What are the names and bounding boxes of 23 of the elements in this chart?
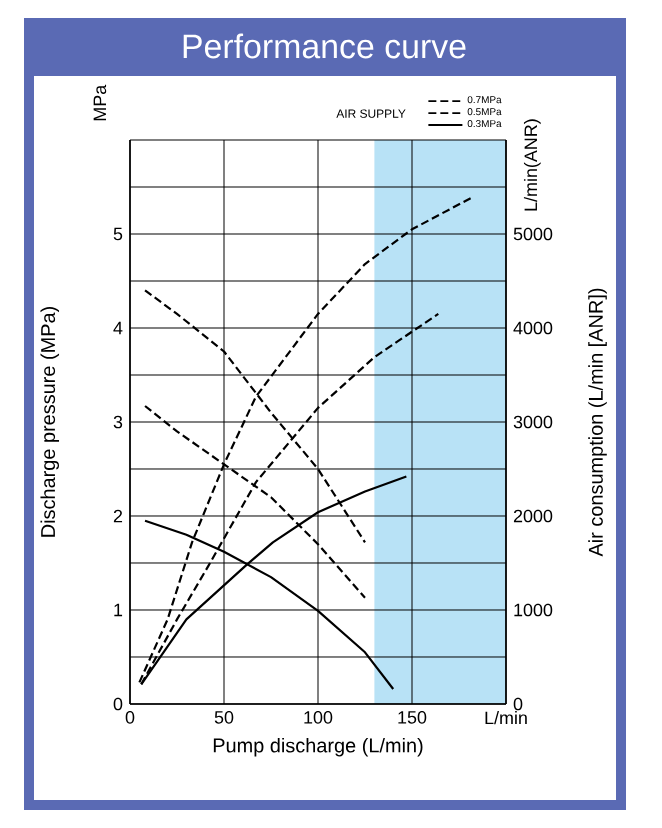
y-tick-label: 0 (113, 697, 123, 711)
y2-tick-label: 1000 (514, 603, 553, 617)
x-tick-label: 100 (304, 711, 333, 724)
text: MPa (93, 84, 107, 121)
y-tick-label: 4 (113, 321, 123, 335)
text: L/min(ANR) (523, 119, 541, 211)
x-tick-label: 0 (125, 711, 135, 724)
y-tick-label: 3 (113, 415, 123, 429)
y-axis-title: Discharge pressure (MPa) (40, 307, 60, 537)
y2-tick-label: 4000 (513, 321, 553, 335)
y2-tick-label: 5000 (513, 227, 553, 241)
x-tick-label: 50 (214, 711, 234, 724)
x-tick-label: 150 (398, 711, 427, 724)
y2-tick-label: 0 (513, 697, 523, 711)
y-tick-label: 1 (114, 603, 123, 617)
chart-title: Performance curve (183, 33, 466, 59)
y2-axis-title: Air consumption (L/min [ANR]) (588, 288, 607, 557)
y-tick-label: 2 (113, 509, 123, 523)
x-axis-title: Pump discharge (L/min) (213, 737, 423, 757)
y2-tick-label: 2000 (513, 509, 553, 523)
y2-tick-label: 3000 (513, 415, 553, 429)
x-tick-label: L/min (485, 711, 527, 725)
y-tick-label: 5 (113, 227, 123, 241)
